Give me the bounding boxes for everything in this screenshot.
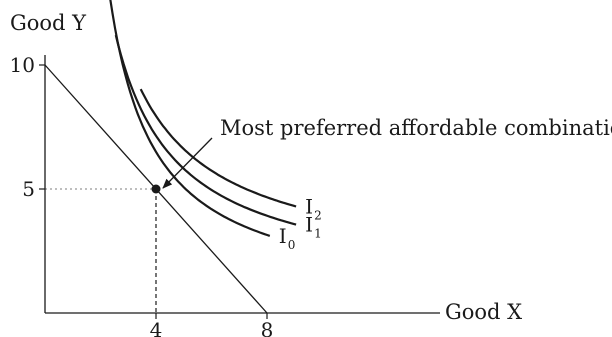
curve-label-subscript: 1 <box>314 227 322 241</box>
curve-label-main: I <box>279 224 287 248</box>
y-tick-label: 5 <box>22 177 35 201</box>
x-tick-label: 8 <box>261 318 274 337</box>
optimum-point <box>152 185 161 194</box>
x-tick-label: 4 <box>150 318 163 337</box>
annotation-arrow <box>163 138 212 188</box>
y-axis-label: Good Y <box>10 11 87 35</box>
annotation: Most preferred affordable combination <box>163 116 612 188</box>
annotation-text: Most preferred affordable combination <box>220 116 612 140</box>
guide-lines <box>45 189 156 313</box>
y-tick-label: 10 <box>10 53 35 77</box>
axis-ticks: 10 5 4 8 <box>10 53 274 337</box>
x-axis-label: Good X <box>445 300 522 324</box>
curve-label-subscript: 0 <box>288 238 296 252</box>
curve-label-subscript: 2 <box>314 208 322 222</box>
curve-label-main: I <box>305 194 313 218</box>
